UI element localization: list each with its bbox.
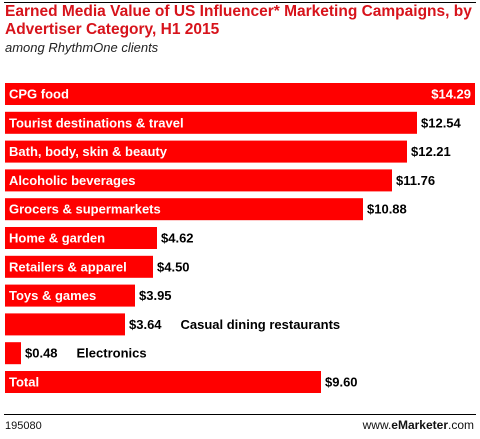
value-label-casual-dining-restaurants: $3.64 [129,317,162,332]
value-label-toys-games: $3.95 [139,288,172,303]
category-label-cpg-food: CPG food [9,87,69,102]
bar-tourist-destinations-travel [5,111,417,134]
chart-subtitle: among RhythmOne clients [5,40,159,55]
bar-toys-games [5,284,135,307]
top-rule [4,2,476,3]
bar-retailers-apparel [5,255,153,278]
value-label-total: $9.60 [325,375,358,390]
brand-logo: www.eMarketer.com [362,418,474,432]
chart-id: 195080 [5,420,42,432]
value-label-home-garden: $4.62 [161,231,194,246]
category-label-electronics: Electronics [77,346,147,361]
category-label-tourist-destinations-travel: Tourist destinations & travel [9,115,184,130]
bar-casual-dining-restaurants [5,313,125,336]
bar-grocers-supermarkets [5,198,363,221]
bar-alcoholic-beverages [5,169,392,192]
value-label-retailers-apparel: $4.50 [157,259,190,274]
bar-cpg-food [5,83,475,105]
value-label-tourist-destinations-travel: $12.54 [421,115,462,130]
chart-title: Earned Media Value of US Influencer* Mar… [5,3,472,38]
category-label-total: Total [9,375,39,390]
category-label-retailers-apparel: Retailers & apparel [9,259,127,274]
bar-bath-body-skin-beauty [5,140,407,163]
bar-total [5,371,321,393]
category-label-home-garden: Home & garden [9,231,105,246]
bar-electronics [5,342,21,365]
value-label-alcoholic-beverages: $11.76 [396,173,435,188]
footer-rule [4,414,476,415]
category-label-casual-dining-restaurants: Casual dining restaurants [181,317,341,332]
bar-home-garden [5,227,157,249]
value-label-electronics: $0.48 [25,346,58,361]
category-label-bath-body-skin-beauty: Bath, body, skin & beauty [9,144,168,159]
category-label-grocers-supermarkets: Grocers & supermarkets [9,202,161,217]
category-label-toys-games: Toys & games [9,288,96,303]
value-label-grocers-supermarkets: $10.88 [367,202,407,217]
value-label-cpg-food: $14.29 [431,87,471,102]
category-label-alcoholic-beverages: Alcoholic beverages [9,173,135,188]
value-label-bath-body-skin-beauty: $12.21 [411,144,451,159]
